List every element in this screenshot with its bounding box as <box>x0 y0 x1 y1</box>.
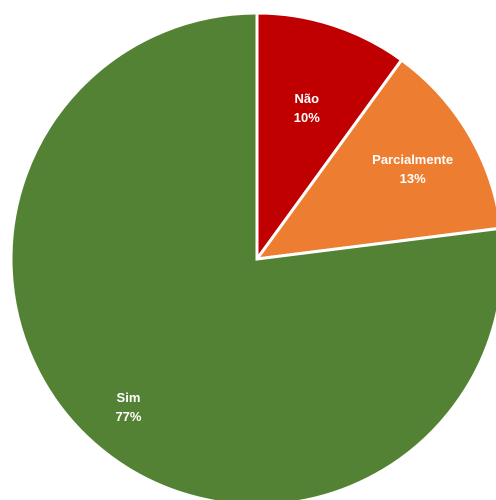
pie-label-sim: Sim 77% <box>115 390 141 424</box>
pie-label-percent: 77% <box>115 409 141 424</box>
pie-label-category: Não <box>295 91 320 106</box>
pie-slice-parcialmente <box>253 57 496 261</box>
pie-slice-nao <box>255 11 404 264</box>
pie-label-percent: 13% <box>400 171 426 186</box>
pie-label-parcialmente: Parcialmente 13% <box>372 152 453 186</box>
pie-slice-sim <box>9 11 496 500</box>
pie-label-category: Sim <box>117 390 141 405</box>
pie-label-nao: Não 10% <box>294 91 320 125</box>
pie-slices <box>9 11 496 500</box>
pie-label-category: Parcialmente <box>372 152 453 167</box>
pie-labels: Não 10% Parcialmente 13% Sim 77% <box>115 91 453 424</box>
pie-label-percent: 10% <box>294 110 320 125</box>
